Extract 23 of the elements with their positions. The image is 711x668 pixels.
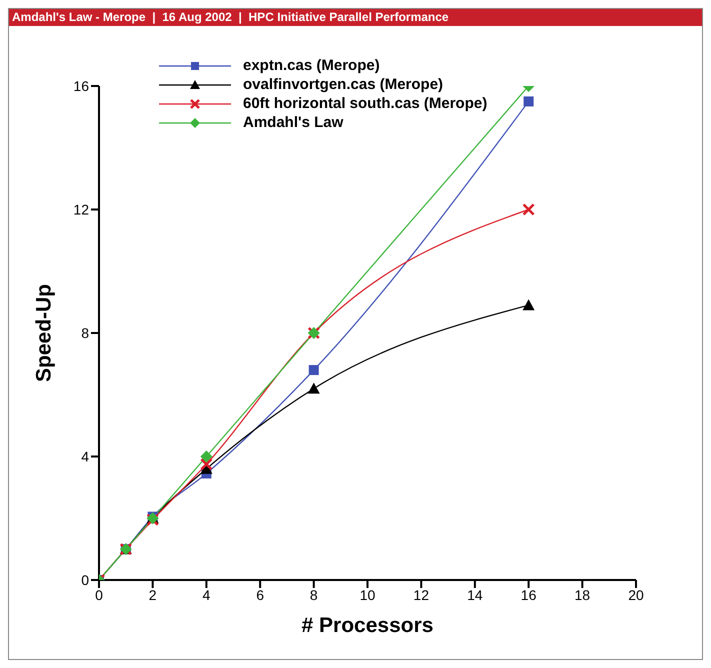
- x-tick-label: 4: [202, 586, 210, 603]
- y-tick-label: 8: [81, 324, 90, 341]
- legend-label: exptn.cas (Merope): [243, 57, 380, 74]
- y-tick-label: 12: [73, 201, 90, 218]
- x-tick-label: 14: [467, 586, 483, 603]
- y-tick-label: 4: [81, 448, 90, 464]
- x-tick-label: 10: [360, 586, 376, 603]
- x-axis-title: # Processors: [302, 614, 434, 637]
- legend-label: 60ft horizontal south.cas (Merope): [243, 95, 488, 112]
- y-tick-label: 16: [73, 78, 90, 94]
- x-tick-label: 12: [413, 586, 430, 603]
- legend-label: Amdahl's Law: [243, 114, 344, 131]
- x-tick-label: 8: [310, 586, 318, 603]
- y-tick-label: 0: [81, 572, 90, 588]
- x-tick-label: 20: [628, 586, 644, 603]
- x-tick-label: 0: [95, 586, 104, 603]
- x-tick-label: 18: [574, 586, 590, 603]
- x-tick-label: 16: [520, 586, 537, 603]
- x-tick-label: 2: [148, 586, 157, 603]
- chart-title: Amdahl's Law - Merope | 16 Aug 2002 | HPC Initiative Parallel Performance: [9, 9, 702, 26]
- y-axis-title: Speed-Up: [32, 284, 56, 382]
- x-tick-label: 6: [256, 586, 264, 603]
- legend-label: ovalfinvortgen.cas (Merope): [243, 76, 444, 93]
